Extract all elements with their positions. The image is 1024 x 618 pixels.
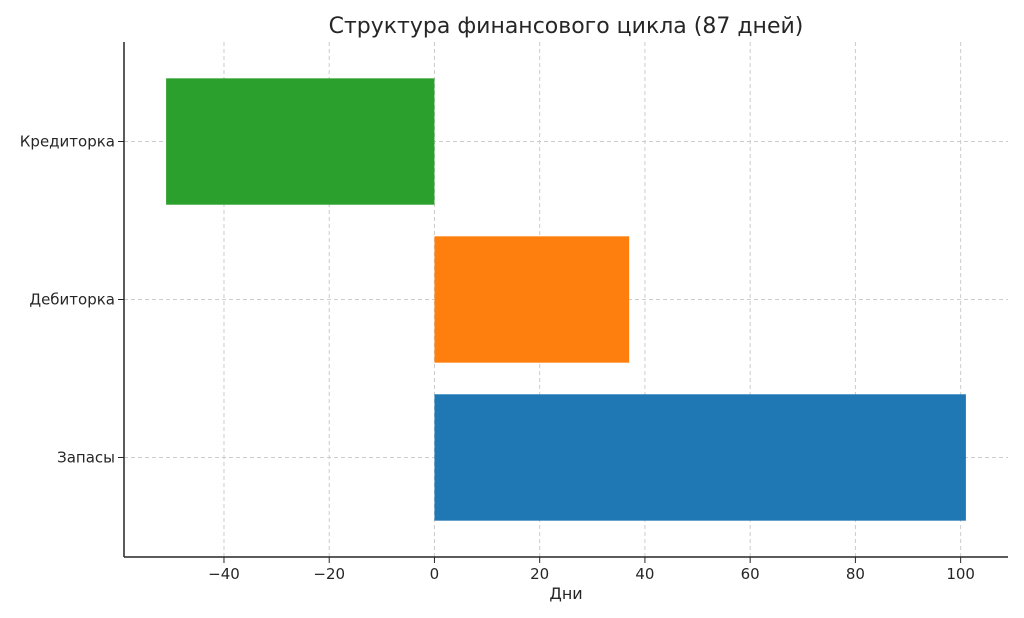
x-tick-label: 40 (635, 565, 654, 583)
x-tick-label: 20 (530, 565, 549, 583)
x-tick-label: −20 (313, 565, 345, 583)
x-tick-label: −40 (208, 565, 240, 583)
bars-layer (166, 78, 966, 521)
chart-title: Структура финансового цикла (87 дней) (329, 14, 804, 39)
y-tick-label: Кредиторка (20, 133, 115, 151)
x-tick-label: 0 (430, 565, 440, 583)
axes-layer: −40 −20 0 20 40 60 80 100 Запасы Дебиторка Кредито… (20, 42, 1008, 583)
y-tick-label: Запасы (57, 448, 115, 466)
x-axis-label: Дни (549, 584, 582, 603)
x-tick-label: 60 (741, 565, 760, 583)
y-tick-label: Дебиторка (29, 291, 115, 309)
x-tick-label: 80 (846, 565, 865, 583)
bar-debitorka (434, 236, 630, 363)
x-tick-label: 100 (946, 565, 975, 583)
bar-kreditorka (166, 78, 435, 205)
bar-zapasy (434, 394, 966, 521)
